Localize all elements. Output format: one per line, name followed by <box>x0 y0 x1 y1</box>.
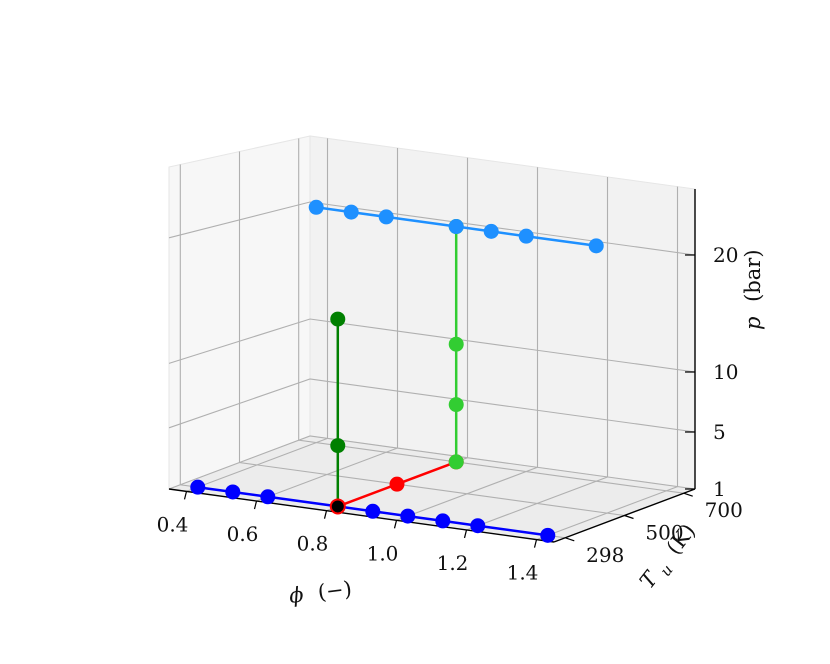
data-point <box>470 518 486 534</box>
data-point <box>448 397 464 413</box>
data-point <box>400 508 416 524</box>
data-point <box>330 438 346 454</box>
x-tick-label: 0.6 <box>227 522 259 546</box>
data-point <box>308 199 324 215</box>
data-point <box>448 454 464 470</box>
data-point <box>190 479 206 495</box>
z-tick-label: 20 <box>713 243 738 267</box>
data-point <box>435 513 451 529</box>
data-point <box>448 336 464 352</box>
z-grid-line <box>168 318 696 373</box>
x-tick <box>323 510 328 519</box>
highlight-point <box>329 498 346 515</box>
data-point <box>330 311 346 327</box>
x-tick <box>183 491 188 500</box>
x-tick-label: 1.4 <box>507 561 539 585</box>
y-tick <box>624 514 634 520</box>
data-point <box>540 527 556 543</box>
series-group <box>190 479 556 543</box>
series-group <box>308 199 604 254</box>
y-tick <box>683 492 693 497</box>
data-point <box>389 476 405 492</box>
data-point <box>343 204 359 220</box>
data-point <box>588 238 604 254</box>
z-axis-label: p (bar) <box>741 249 765 330</box>
x-tick <box>253 500 258 510</box>
x-tick-label: 0.8 <box>297 532 329 556</box>
z-tick-label: 1 <box>713 477 726 501</box>
z-grid-line <box>168 378 696 433</box>
y-tick-label: 500 <box>645 521 683 545</box>
z-tick-label: 10 <box>713 360 738 384</box>
x-tick-label: 1.2 <box>437 551 469 575</box>
x-tick <box>533 539 538 548</box>
x-tick <box>393 520 398 529</box>
z-tick-label: 5 <box>713 420 726 444</box>
data-series <box>190 199 604 543</box>
data-point <box>378 209 394 225</box>
data-point <box>260 489 276 505</box>
back-pane <box>309 135 696 490</box>
z-grid-line <box>168 201 696 256</box>
y-tick-label: 298 <box>586 543 624 567</box>
y-tick <box>565 537 575 542</box>
x-tick-label: 1.0 <box>367 541 399 565</box>
data-point <box>448 219 464 235</box>
data-point <box>225 484 241 500</box>
data-point <box>518 228 534 244</box>
data-point <box>483 223 499 239</box>
data-point <box>365 503 381 519</box>
x-axis-label: ϕ (−) <box>288 576 353 607</box>
x-tick <box>463 529 468 539</box>
x-tick-label: 0.4 <box>157 512 189 536</box>
y-tick-label: 700 <box>705 498 743 522</box>
z-grid-line <box>168 435 696 490</box>
